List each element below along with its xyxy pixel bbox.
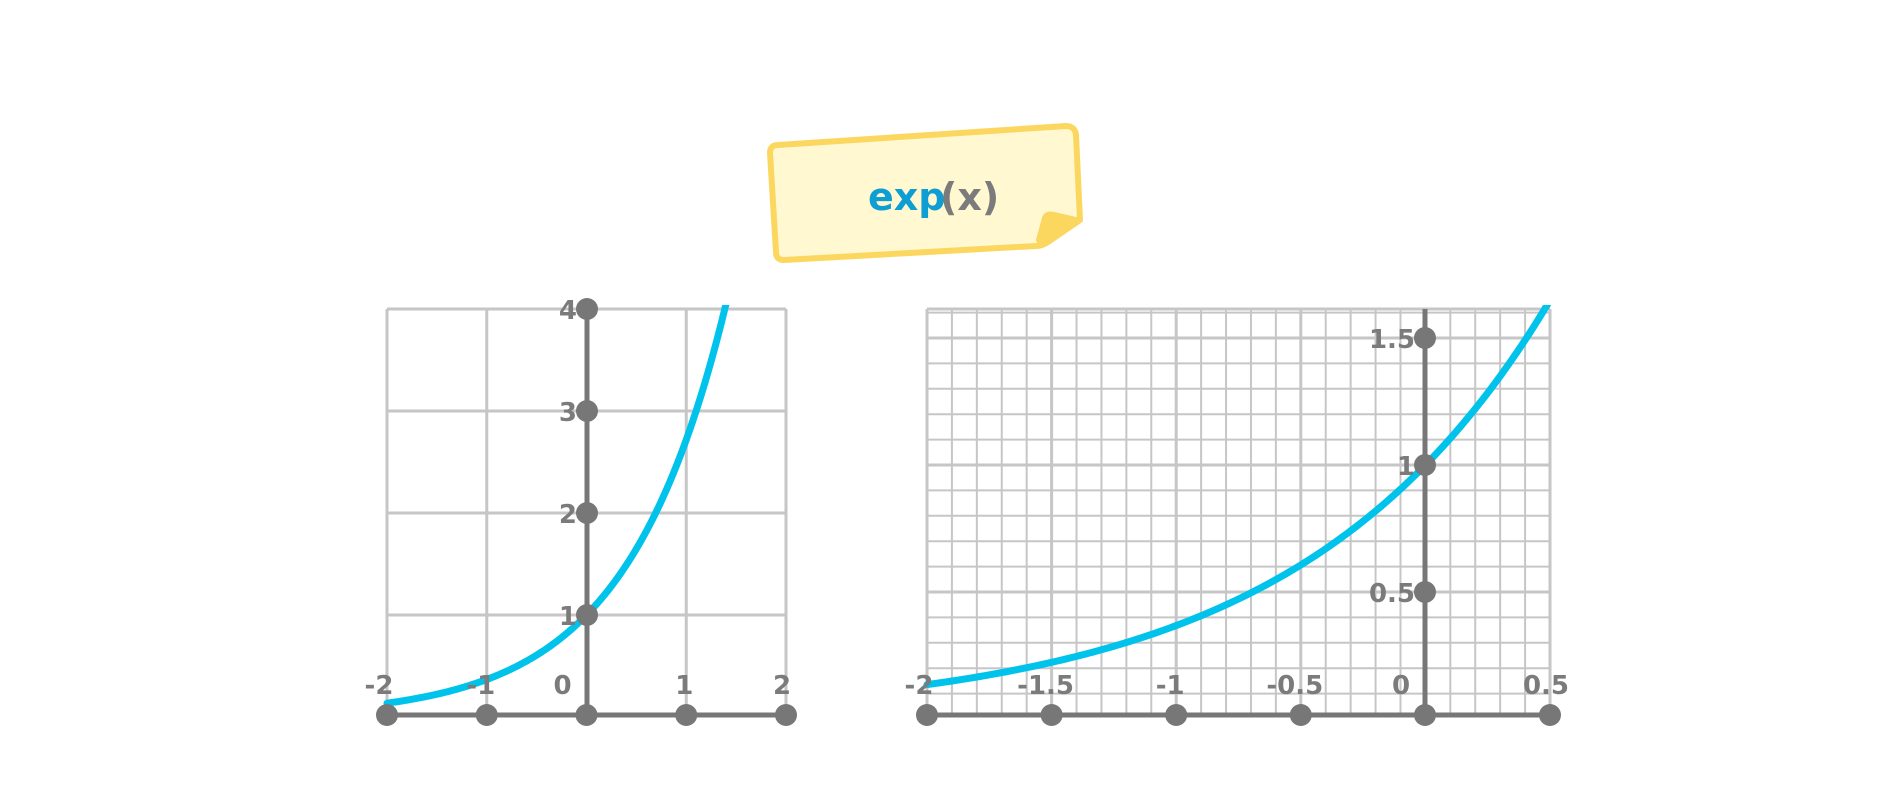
chart-left-tick-markers bbox=[376, 298, 797, 726]
x-tick-marker bbox=[1165, 704, 1188, 726]
x-tick-marker bbox=[916, 704, 938, 726]
note-curl bbox=[1036, 211, 1082, 246]
x-tick-label: -1.5 bbox=[1017, 671, 1074, 701]
chart-right-tick-labels: -2 -1.5 -1 -0.5 0 0.5 0.5 1 1.5 bbox=[905, 325, 1569, 701]
x-tick-label: -2 bbox=[905, 671, 934, 701]
x-tick-label: 0 bbox=[553, 671, 571, 701]
x-tick-label: 0.5 bbox=[1523, 671, 1569, 701]
chart-left: -2 -1 0 1 2 1 2 3 4 bbox=[365, 296, 797, 726]
x-tick-marker bbox=[475, 704, 498, 726]
chart-left-tick-labels: -2 -1 0 1 2 1 2 3 4 bbox=[365, 296, 791, 701]
chart-right-axes bbox=[927, 309, 1550, 718]
x-tick-label: -1 bbox=[1156, 671, 1185, 701]
y-tick-marker bbox=[1414, 581, 1436, 603]
x-tick-label: 2 bbox=[773, 671, 791, 701]
y-tick-label: 1 bbox=[1397, 452, 1415, 482]
exp-curve bbox=[923, 305, 1552, 689]
x-tick-marker bbox=[1539, 704, 1561, 726]
x-tick-label: 1 bbox=[675, 671, 693, 701]
x-tick-marker bbox=[675, 704, 698, 726]
y-tick-label: 1 bbox=[559, 602, 577, 632]
function-name: exp bbox=[868, 175, 945, 219]
x-tick-marker bbox=[1289, 704, 1312, 726]
x-tick-marker bbox=[1040, 704, 1063, 726]
y-tick-label: 1.5 bbox=[1369, 325, 1415, 355]
y-tick-label: 3 bbox=[559, 398, 577, 428]
y-tick-marker bbox=[1414, 327, 1436, 349]
x-tick-marker bbox=[775, 704, 797, 726]
y-tick-marker bbox=[576, 298, 598, 320]
x-tick-label: 0 bbox=[1392, 671, 1410, 701]
x-tick-marker bbox=[1414, 704, 1436, 726]
function-label-note: exp (x) bbox=[767, 123, 1083, 263]
function-argument: (x) bbox=[940, 175, 999, 219]
chart-right-curve-layer bbox=[923, 305, 1552, 689]
x-tick-label: -2 bbox=[365, 671, 394, 701]
y-tick-marker bbox=[576, 604, 598, 626]
chart-right-grid bbox=[925, 307, 1552, 717]
x-tick-label: -1 bbox=[466, 671, 495, 701]
chart-right: -2 -1.5 -1 -0.5 0 0.5 0.5 1 1.5 bbox=[905, 305, 1569, 726]
y-tick-marker bbox=[576, 502, 598, 524]
y-tick-marker bbox=[1414, 454, 1436, 476]
x-tick-marker bbox=[376, 704, 398, 726]
y-tick-label: 4 bbox=[559, 296, 577, 326]
y-tick-label: 0.5 bbox=[1369, 579, 1415, 609]
y-tick-label: 2 bbox=[559, 500, 577, 530]
chart-right-tick-markers bbox=[916, 327, 1561, 726]
y-tick-marker bbox=[576, 400, 598, 422]
x-tick-label: -0.5 bbox=[1266, 671, 1323, 701]
note-paper bbox=[767, 123, 1083, 263]
x-tick-marker bbox=[575, 704, 598, 726]
